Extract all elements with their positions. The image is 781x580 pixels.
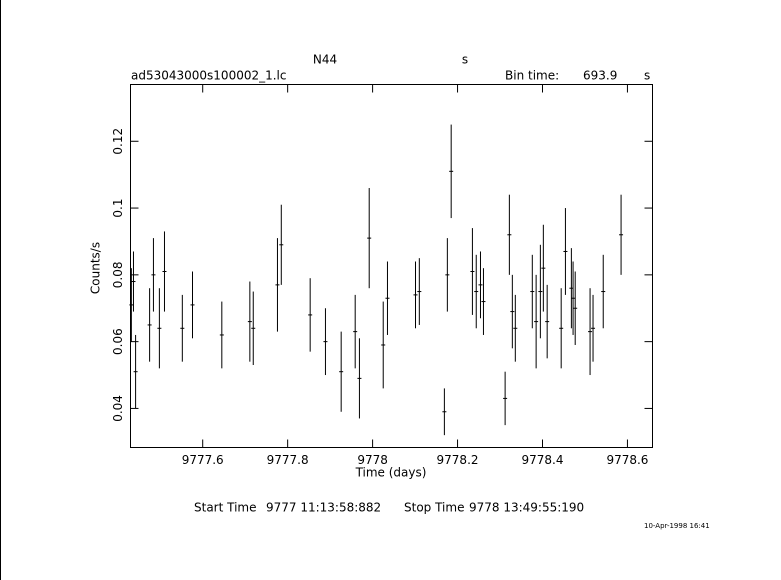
x-tick-label: 9778 — [357, 453, 388, 467]
y-tick-label: 0.12 — [111, 128, 125, 155]
start-label: Start Time — [194, 501, 257, 515]
x-tick-label: 9778.4 — [521, 453, 563, 467]
file-name: ad53043000s100002_1.lc — [131, 69, 287, 83]
date-stamp: 10-Apr-1998 16:41 — [644, 522, 710, 530]
x-tick-label: 9777.6 — [182, 453, 224, 467]
stop-time: 9778 13:49:55:190 — [469, 501, 584, 515]
y-tick-label: 0.1 — [111, 199, 125, 218]
bin-time-label: Bin time: — [505, 69, 559, 83]
start-time: 9777 11:13:58:882 — [266, 501, 381, 515]
stop-label: Stop Time — [404, 501, 464, 515]
x-axis-label: Time (days) — [355, 466, 427, 480]
y-tick-label: 0.04 — [111, 395, 125, 422]
y-axis-label: Counts/s — [89, 242, 103, 294]
plot-frame — [130, 84, 653, 448]
bin-time: 693.9 — [583, 69, 617, 83]
chart-title: N44 — [313, 53, 337, 67]
x-tick-label: 9778.6 — [606, 453, 648, 467]
x-tick-label: 9777.8 — [267, 453, 309, 467]
y-tick-label: 0.08 — [111, 261, 125, 288]
y-tick-label: 0.06 — [111, 328, 125, 355]
bin-time-unit: s — [644, 69, 650, 83]
title-unit: s — [462, 53, 468, 67]
x-tick-label: 9778.2 — [437, 453, 479, 467]
